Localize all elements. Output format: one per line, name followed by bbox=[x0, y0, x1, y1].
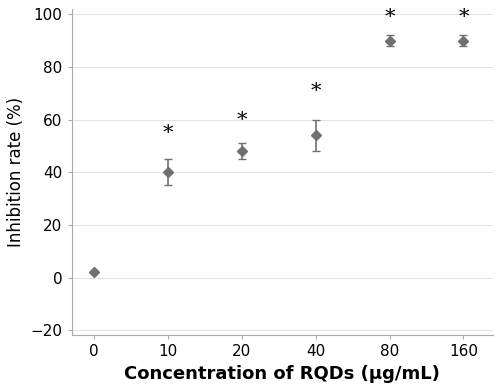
Y-axis label: Inhibition rate (%): Inhibition rate (%) bbox=[7, 97, 25, 247]
Text: *: * bbox=[236, 111, 247, 130]
Text: *: * bbox=[162, 124, 173, 143]
Text: *: * bbox=[384, 9, 395, 27]
Text: *: * bbox=[458, 9, 468, 27]
X-axis label: Concentration of RQDs (µg/mL): Concentration of RQDs (µg/mL) bbox=[124, 365, 440, 383]
Text: *: * bbox=[310, 82, 321, 101]
